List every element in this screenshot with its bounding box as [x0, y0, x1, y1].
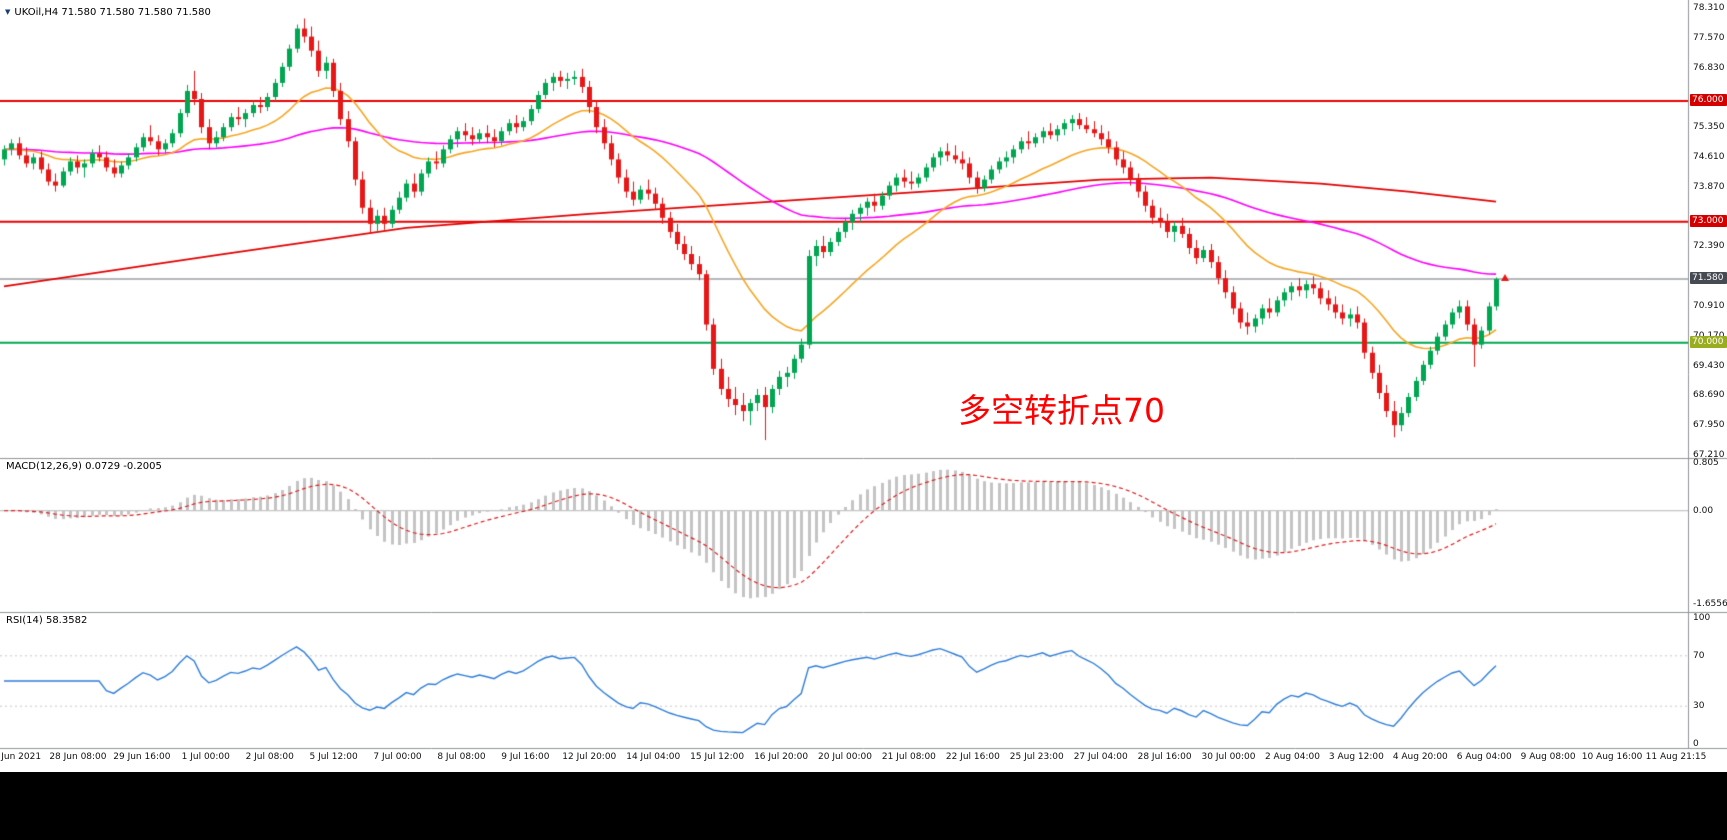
time-axis-label: 27 Jul 04:00: [1073, 752, 1128, 762]
time-axis-label: 7 Jul 00:00: [373, 752, 422, 762]
time-axis-label: 9 Jul 16:00: [501, 752, 550, 762]
price-axis-tick: 76.830: [1693, 62, 1725, 73]
time-axis-label: 15 Jul 12:00: [690, 752, 745, 762]
price-axis-tick: 72.390: [1693, 241, 1725, 252]
time-axis-label: 4 Aug 20:00: [1392, 752, 1448, 762]
time-axis-label: 8 Jul 08:00: [437, 752, 486, 762]
symbol-ohlc-text: UKOil,H4 71.580 71.580 71.580 71.580: [14, 7, 211, 18]
price-axis-tick: 67.950: [1693, 420, 1725, 431]
time-axis-label: 2 Aug 04:00: [1264, 752, 1320, 762]
price-axis-tick: 74.610: [1693, 152, 1725, 162]
time-axis-label: 22 Jul 16:00: [945, 752, 1000, 762]
rsi-axis-tick: 0: [1693, 739, 1699, 749]
time-axis-label: 3 Aug 12:00: [1328, 752, 1384, 762]
price-axis-tick: 73.870: [1693, 181, 1725, 192]
rsi-label: RSI(14) 58.3582: [6, 615, 88, 626]
price-axis-tick: 75.350: [1693, 122, 1725, 133]
symbol-marker-icon: ▼: [5, 8, 11, 16]
time-axis-label: 11 Aug 21:15: [1645, 752, 1707, 762]
rsi-axis-tick: 100: [1693, 613, 1711, 623]
price-axis-tick: 78.310: [1693, 3, 1725, 13]
time-axis[interactable]: 25 Jun 2021 28 Jun 08:00 29 Jun 16:00 1 Jul…: [0, 752, 1727, 770]
price-axis-tick: 77.570: [1693, 32, 1725, 43]
macd-axis-tick: -1.6556: [1693, 599, 1727, 609]
time-axis-label: 21 Jul 08:00: [881, 752, 936, 762]
time-axis-label: 14 Jul 04:00: [626, 752, 681, 762]
time-axis-label: 29 Jun 16:00: [113, 752, 171, 762]
macd-label: MACD(12,26,9) 0.0729 -0.2005: [6, 461, 162, 472]
rsi-axis-tick: 30: [1693, 701, 1705, 712]
price-badge-support-70: 70.000: [1690, 335, 1727, 348]
time-axis-label: 20 Jul 00:00: [818, 752, 872, 762]
macd-axis-tick: 0.00: [1693, 505, 1714, 516]
time-axis-label: 28 Jul 16:00: [1137, 752, 1192, 762]
price-badge-resistance-76: 76.000: [1690, 94, 1727, 107]
price-axis-tick: 70.910: [1693, 301, 1725, 311]
chart-canvas[interactable]: [0, 0, 1727, 772]
price-axis-tick: 68.690: [1693, 390, 1725, 401]
time-axis-label: 5 Jul 12:00: [309, 752, 358, 762]
time-axis-label: 10 Aug 16:00: [1581, 752, 1643, 762]
time-axis-label: 30 Jul 00:00: [1201, 752, 1256, 762]
price-axis-tick: 69.430: [1693, 360, 1725, 371]
price-axis[interactable]: 78.310 77.570 76.830 75.350 74.610 73.870 72.3…: [1690, 0, 1727, 750]
time-axis-label: 1 Jul 00:00: [181, 752, 230, 762]
time-axis-label: 9 Aug 08:00: [1520, 752, 1576, 762]
time-axis-label: 25 Jul 23:00: [1009, 752, 1064, 762]
macd-axis-tick: 0.805: [1693, 458, 1719, 468]
time-axis-label: 25 Jun 2021: [0, 752, 42, 762]
time-axis-label: 16 Jul 20:00: [754, 752, 809, 762]
symbol-header: ▼ UKOil,H4 71.580 71.580 71.580 71.580: [5, 7, 211, 18]
bottom-black-bar: [0, 772, 1727, 840]
price-badge-resistance-73: 73.000: [1690, 214, 1727, 227]
price-axis-tick: 67.210: [1693, 450, 1725, 460]
time-axis-label: 12 Jul 20:00: [562, 752, 617, 762]
time-axis-label: 2 Jul 08:00: [245, 752, 294, 762]
annotation-text: 多空转折点70: [958, 391, 1165, 430]
price-badge-current-price: 71.580: [1690, 272, 1727, 285]
time-axis-label: 28 Jun 08:00: [49, 752, 107, 762]
rsi-axis-tick: 70: [1693, 650, 1705, 661]
time-axis-label: 6 Aug 04:00: [1456, 752, 1512, 762]
